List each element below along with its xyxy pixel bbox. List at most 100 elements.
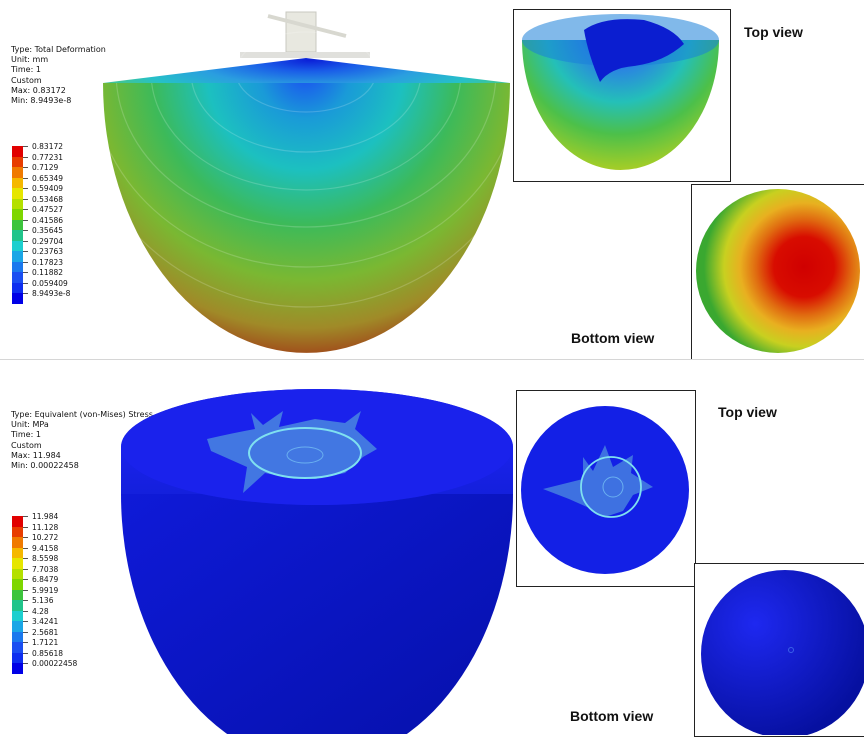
legend-tick [23,642,28,643]
stress-custom: Custom [11,440,42,450]
legend-swatch [12,219,23,230]
stress-top-view-image [521,406,689,574]
legend-tick [23,589,28,591]
legend-tick [23,293,28,294]
deformation-custom: Custom [11,75,42,85]
legend-value: 8.9493e-8 [32,289,71,298]
legend-tick [23,663,28,664]
legend-swatch [12,272,23,283]
legend-swatch [12,209,23,220]
stress-top-view-caption: Top view [718,404,777,420]
stress-min: Min: 0.00022458 [11,461,79,471]
stress-top-view-pattern [543,445,653,517]
legend-value: 0.17823 [32,257,64,267]
legend-swatch [12,156,23,167]
deformation-top-view-caption: Top view [744,24,803,40]
legend-swatch [12,589,23,600]
stress-hemisphere-side [121,494,513,734]
top-view-bowl [522,40,719,170]
legend-swatch [12,188,23,199]
deformation-type: Type: Total Deformation [11,45,106,54]
legend-value: 0.65349 [32,173,64,183]
legend-swatch [12,652,23,663]
hemisphere-top-cap [103,58,510,83]
legend-swatch [12,240,23,251]
stress-panel: Type: Equivalent (von-Mises) Stress Unit… [0,361,864,737]
legend-tick [23,198,28,200]
legend-swatch [12,516,23,527]
stress-bottom-view-mark [788,647,794,653]
legend-value: 3.4241 [32,617,59,626]
legend-swatch [12,568,23,579]
legend-value: 7.7038 [32,564,59,574]
legend-tick [23,516,28,517]
legend-swatch [12,558,23,569]
legend-swatch [12,631,23,642]
legend-value: 0.59409 [32,184,64,193]
legend-swatch [12,547,23,558]
legend-value: 0.77231 [32,152,64,162]
legend-value: 11.984 [32,512,59,521]
legend-value: 0.7129 [32,163,59,172]
legend-tick [23,272,28,273]
deformation-hemisphere-model [100,10,515,353]
shaft-shape [285,11,317,53]
contour-bands [100,10,515,308]
legend-tick [23,558,28,559]
legend-tick [23,579,28,580]
stress-top-view-center [602,476,624,498]
legend-value: 0.47527 [32,205,64,214]
legend-swatch [12,146,23,157]
deformation-info: Type: Total Deformation Unit: mm Time: 1… [11,45,106,106]
legend-value: 0.83172 [32,142,64,151]
stress-type: Type: Equivalent (von-Mises) Stress [11,410,153,419]
legend-tick [23,537,28,538]
legend-swatch [12,537,23,548]
legend-tick [23,610,28,612]
legend-swatch [12,663,23,674]
legend-tick [23,209,28,210]
legend-tick [23,240,28,242]
stress-info: Type: Equivalent (von-Mises) Stress Unit… [11,410,153,471]
stress-bottom-view-inset [694,563,864,737]
panel-divider [0,359,864,360]
legend-swatch [12,167,23,178]
legend-value: 0.11882 [32,268,64,277]
stress-hemisphere-model [121,389,513,734]
legend-value: 0.53468 [32,194,64,204]
legend-value: 0.35645 [32,226,64,235]
legend-tick [23,177,28,179]
legend-swatch [12,282,23,293]
stress-top-view-ring [580,456,642,518]
legend-tick [23,146,28,147]
legend-swatch [12,293,23,304]
deformation-bottom-view-image [696,189,860,353]
legend-tick [23,600,28,601]
deformation-min: Min: 8.9493e-8 [11,96,72,106]
legend-swatch [12,251,23,262]
stress-bottom-view-image [701,570,864,736]
legend-tick [23,230,28,231]
stress-bottom-view-caption: Bottom view [570,708,654,724]
legend-tick [23,261,28,263]
legend-value: 1.7121 [32,638,59,647]
legend-tick [23,621,28,622]
shaft-plate [267,14,347,38]
legend-swatch [12,610,23,621]
deformation-top-view-inset [513,9,731,182]
legend-swatch [12,600,23,611]
legend-value: 10.272 [32,533,59,542]
stress-bottom-view-sphere [701,570,864,736]
legend-value: 0.059409 [32,278,68,288]
deformation-top-view-image [522,14,719,170]
legend-value: 5.9919 [32,585,59,595]
legend-value: 0.85618 [32,648,64,658]
deformation-unit: Unit: mm [11,55,49,65]
legend-tick [23,652,28,654]
legend-value: 2.5681 [32,627,59,637]
legend-value: 11.128 [32,522,59,532]
legend-value: 8.5598 [32,554,59,563]
legend-value: 4.28 [32,606,49,616]
legend-tick [23,568,28,570]
legend-swatch [12,642,23,653]
